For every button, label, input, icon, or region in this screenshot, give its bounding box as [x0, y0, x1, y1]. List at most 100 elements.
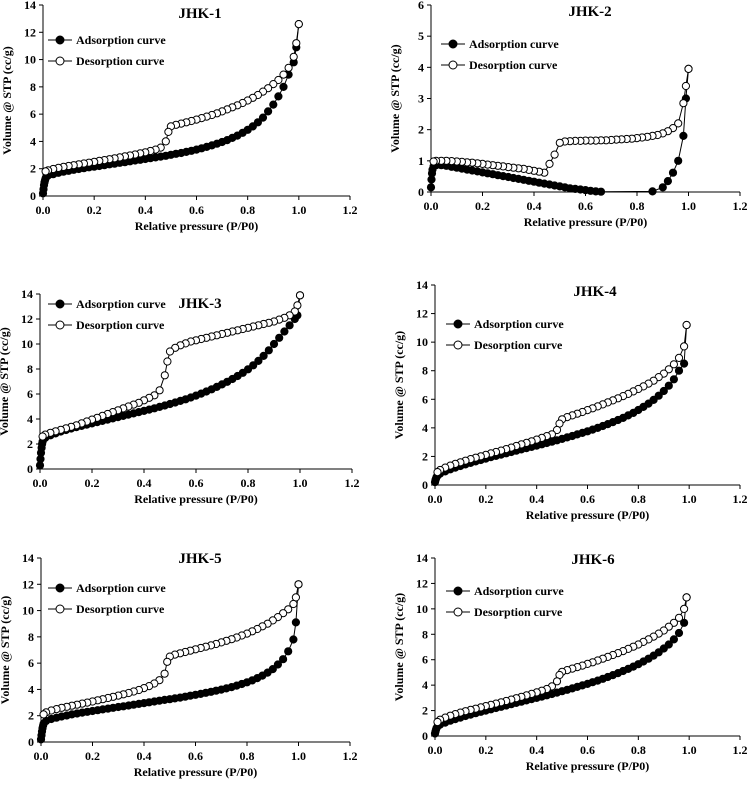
x-tick-label: 0.8	[240, 203, 255, 217]
data-point	[269, 339, 279, 349]
x-tick-label: 0.0	[34, 749, 49, 763]
data-point	[291, 618, 300, 627]
y-tick-label: 8	[30, 80, 36, 94]
data-point	[275, 333, 284, 342]
chart-panel-1: 0 2 4 6 8 10 12 14 0.0 0.2 0.4 0.6 0.8 1.0 1.2 Relative…	[0, 0, 358, 233]
data-point	[163, 657, 172, 666]
data-point	[160, 371, 169, 380]
legend-label: Desorption curve	[76, 318, 165, 332]
y-axis-label: Volume @ STP (cc/g)	[392, 593, 406, 701]
x-tick-label: 1.2	[343, 203, 358, 217]
legend-marker	[55, 56, 65, 66]
legend-marker	[453, 607, 463, 617]
data-point	[674, 613, 684, 622]
x-tick-label: 0.6	[580, 743, 595, 757]
x-axis-label: Relative pressure (P/P0)	[526, 759, 650, 773]
data-point	[264, 107, 273, 116]
y-tick-label: 5	[418, 29, 424, 43]
data-point	[279, 70, 288, 79]
x-tick-label: 1.0	[681, 199, 696, 213]
legend-entry: Desorption curve	[446, 338, 563, 352]
data-point	[279, 82, 288, 92]
data-point	[294, 20, 303, 29]
y-tick-label: 0	[30, 189, 36, 203]
data-point	[284, 647, 293, 656]
x-tick-label: 0.6	[580, 492, 595, 506]
legend-marker	[55, 583, 65, 593]
y-tick-label: 10	[416, 602, 428, 616]
chart-panel-6: 0 2 4 6 8 10 12 14 0.0 0.2 0.4 0.6 0.8 1.0 1.2 Relative…	[392, 551, 748, 773]
y-tick-label: 4	[27, 412, 33, 426]
y-tick-label: 4	[422, 421, 428, 435]
data-point	[680, 618, 689, 627]
y-tick-label: 4	[418, 60, 424, 74]
legend-label: Desorption curve	[469, 58, 558, 72]
series-adsorption	[426, 64, 693, 196]
y-tick-label: 2	[30, 162, 36, 176]
series-desorption	[429, 64, 693, 177]
chart-title: JHK-5	[178, 551, 221, 567]
data-point	[648, 187, 657, 196]
chart-title: JHK-1	[178, 6, 221, 22]
legend-label: Desorption curve	[76, 602, 165, 616]
legend-marker	[55, 299, 65, 309]
series-desorption	[38, 291, 305, 441]
data-point	[433, 717, 442, 727]
y-tick-label: 6	[422, 653, 428, 667]
y-tick-label: 8	[422, 627, 428, 641]
y-tick-label: 10	[21, 337, 33, 351]
y-tick-label: 14	[21, 287, 33, 301]
data-point	[269, 80, 278, 89]
data-point	[680, 604, 689, 614]
data-point	[289, 599, 298, 609]
y-tick-label: 8	[422, 364, 428, 378]
legend-entry: Adsorption curve	[441, 37, 559, 51]
data-point	[674, 156, 683, 165]
data-point	[426, 183, 436, 192]
legend-label: Adsorption curve	[469, 37, 559, 51]
chart-title: JHK-4	[573, 284, 617, 300]
data-point	[663, 177, 673, 186]
data-point	[659, 386, 668, 396]
x-tick-label: 0.2	[478, 743, 493, 757]
data-point	[550, 150, 559, 159]
x-tick-label: 0.0	[36, 203, 51, 217]
x-tick-label: 0.8	[241, 476, 256, 490]
data-point	[155, 386, 164, 395]
chart-panel-5: 0 2 4 6 8 10 12 14 0.0 0.2 0.4 0.6 0.8 1.0 1.2 Relative…	[0, 551, 358, 779]
data-point	[674, 366, 684, 375]
x-tick-label: 0.2	[85, 749, 100, 763]
legend-marker	[55, 35, 65, 45]
legend-entry: Desorption curve	[48, 602, 165, 616]
y-tick-label: 4	[28, 682, 34, 696]
legend-entry: Desorption curve	[446, 605, 563, 619]
data-point	[249, 361, 258, 370]
y-tick-label: 0	[28, 735, 34, 749]
y-tick-label: 10	[416, 335, 428, 349]
data-point	[681, 81, 691, 91]
data-point	[669, 635, 679, 644]
data-point	[596, 187, 606, 196]
data-point	[555, 138, 564, 147]
chart-title: JHK-3	[178, 296, 221, 312]
data-point	[258, 113, 268, 122]
data-point	[253, 118, 262, 127]
y-tick-label: 10	[22, 604, 34, 618]
legend-label: Adsorption curve	[474, 584, 564, 598]
legend-entry: Desorption curve	[48, 54, 165, 68]
y-tick-label: 0	[422, 478, 428, 492]
data-point	[280, 327, 289, 336]
x-tick-label: 0.6	[189, 476, 204, 490]
legend-entry: Desorption curve	[441, 58, 558, 72]
legend-label: Adsorption curve	[76, 297, 166, 311]
y-tick-label: 14	[416, 278, 428, 292]
x-tick-label: 1.0	[291, 749, 306, 763]
legend-marker	[55, 320, 65, 330]
x-tick-label: 1.2	[733, 743, 748, 757]
x-tick-label: 0.0	[33, 476, 48, 490]
data-point	[38, 432, 47, 441]
chart-panel-4: 0 2 4 6 8 10 12 14 0.0 0.2 0.4 0.6 0.8 1.0 1.2 Relative…	[392, 278, 748, 522]
data-point	[654, 391, 663, 400]
chart-title: JHK-2	[568, 4, 611, 20]
